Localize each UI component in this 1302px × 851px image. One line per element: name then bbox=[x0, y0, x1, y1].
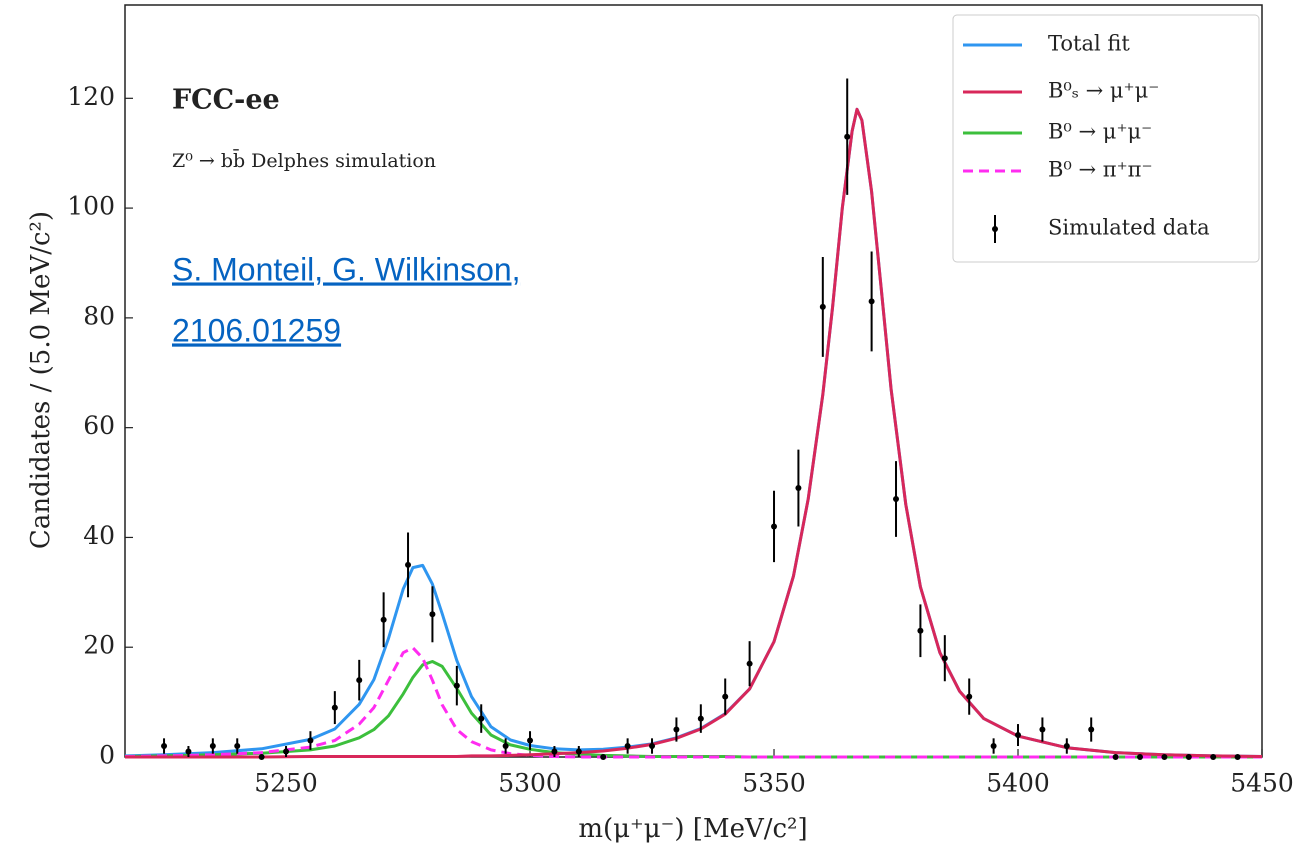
data-point bbox=[478, 715, 485, 722]
fit-curve bbox=[124, 646, 1262, 759]
legend-label: B⁰ → π⁺π⁻ bbox=[1048, 158, 1153, 182]
data-point bbox=[1210, 754, 1217, 760]
data-point bbox=[819, 303, 826, 310]
data-point bbox=[1063, 743, 1070, 750]
data-point bbox=[1234, 754, 1241, 760]
data-point bbox=[307, 737, 314, 744]
legend-label: B⁰ₛ → μ⁺μ⁻ bbox=[1048, 79, 1159, 103]
legend-swatch bbox=[992, 226, 998, 232]
y-axis-label: Candidates / (5.0 MeV/c²) bbox=[26, 211, 56, 549]
data-point bbox=[429, 611, 436, 618]
chart-subtitle: Z⁰ → bb̄ Delphes simulation bbox=[172, 148, 436, 172]
legend-label: Total fit bbox=[1048, 32, 1130, 56]
data-point bbox=[868, 298, 875, 305]
data-point bbox=[1161, 754, 1168, 760]
legend-label: B⁰ → μ⁺μ⁻ bbox=[1048, 120, 1152, 144]
data-point bbox=[502, 743, 509, 750]
data-point bbox=[283, 748, 290, 755]
y-tick-label: 20 bbox=[83, 631, 115, 660]
x-tick-label: 5400 bbox=[986, 769, 1050, 798]
data-point bbox=[1185, 754, 1192, 760]
y-tick-label: 40 bbox=[83, 521, 115, 550]
data-point bbox=[1137, 754, 1144, 760]
data-point bbox=[966, 693, 973, 700]
data-point bbox=[356, 677, 363, 684]
data-point bbox=[405, 561, 412, 568]
data-point bbox=[1015, 732, 1022, 739]
chart-title: FCC-ee bbox=[172, 85, 280, 116]
x-tick-label: 5250 bbox=[254, 769, 318, 798]
data-point bbox=[234, 743, 241, 750]
data-point bbox=[1088, 726, 1095, 733]
data-point bbox=[258, 754, 265, 760]
reference-link[interactable]: S. Monteil, G. Wilkinson, bbox=[172, 251, 521, 287]
data-point bbox=[917, 627, 924, 634]
data-point bbox=[624, 743, 631, 750]
data-point bbox=[722, 693, 729, 700]
data-point bbox=[161, 743, 168, 750]
data-point bbox=[380, 616, 387, 623]
data-point bbox=[844, 133, 851, 140]
y-tick-label: 120 bbox=[67, 82, 115, 111]
x-tick-label: 5350 bbox=[742, 769, 806, 798]
data-point bbox=[795, 485, 802, 492]
legend-box bbox=[952, 14, 1260, 263]
y-tick-label: 100 bbox=[67, 192, 115, 221]
data-point bbox=[697, 715, 704, 722]
data-point bbox=[551, 748, 558, 755]
data-point bbox=[893, 496, 900, 503]
data-point bbox=[600, 754, 607, 760]
data-point bbox=[1112, 754, 1119, 760]
data-point bbox=[575, 748, 582, 755]
data-point bbox=[1039, 726, 1046, 733]
data-point bbox=[527, 737, 534, 744]
x-tick-label: 5450 bbox=[1230, 769, 1294, 798]
x-axis-label: m(μ⁺μ⁻) [MeV/c²] bbox=[578, 814, 807, 844]
y-tick-label: 0 bbox=[99, 741, 115, 770]
reference-link[interactable]: 2106.01259 bbox=[172, 312, 341, 348]
data-point bbox=[331, 704, 338, 711]
y-tick-label: 80 bbox=[83, 301, 115, 330]
legend-label: Simulated data bbox=[1048, 216, 1210, 240]
data-point bbox=[209, 743, 216, 750]
data-point bbox=[771, 523, 778, 530]
data-point bbox=[990, 743, 997, 750]
y-tick-label: 60 bbox=[83, 411, 115, 440]
data-point bbox=[453, 682, 460, 689]
data-point bbox=[673, 726, 680, 733]
x-tick-label: 5300 bbox=[498, 769, 562, 798]
data-point bbox=[185, 748, 192, 755]
data-point bbox=[941, 655, 948, 662]
data-point bbox=[649, 743, 656, 750]
data-point bbox=[746, 660, 753, 667]
